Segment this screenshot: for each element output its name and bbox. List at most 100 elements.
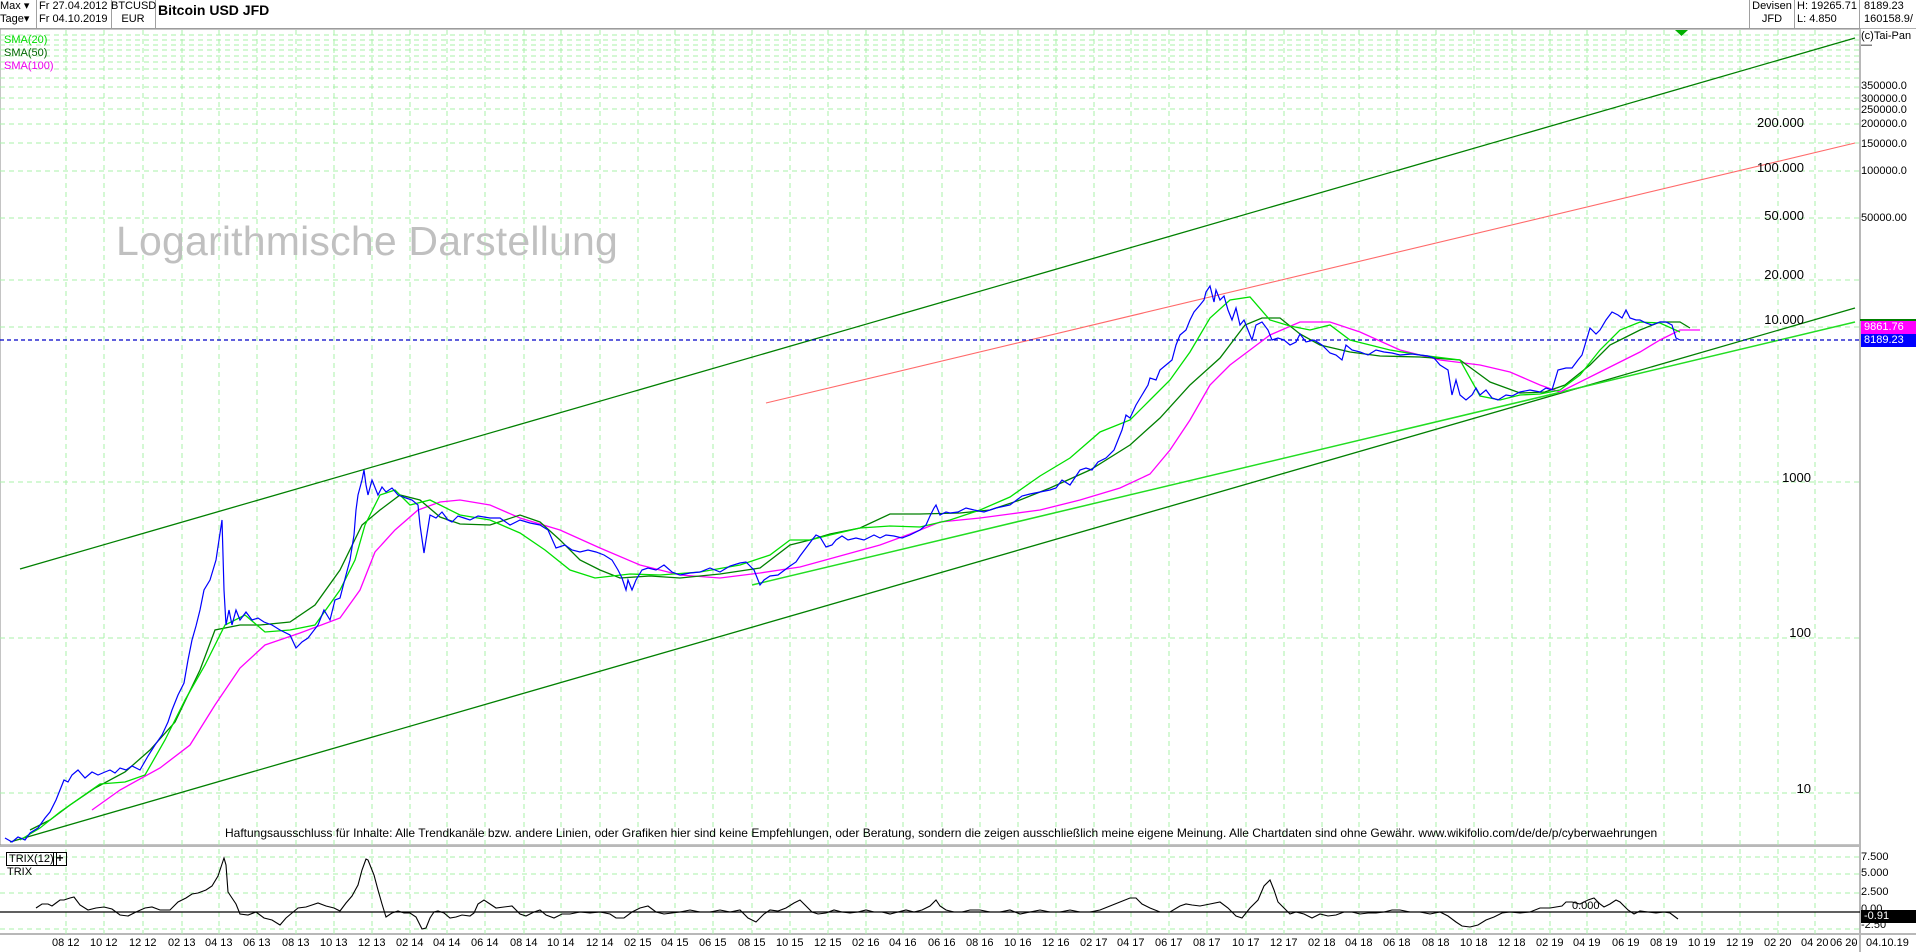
category-box: Devisen JFD bbox=[1749, 0, 1795, 28]
x-label: 10 19 bbox=[1688, 937, 1716, 949]
chevron-down-icon[interactable]: ▾ bbox=[23, 0, 30, 12]
trix-tick-7500: 7.500 bbox=[1861, 851, 1889, 863]
x-label: 02 13 bbox=[168, 937, 196, 949]
chevron-down-icon[interactable]: ▾ bbox=[23, 13, 30, 25]
inner-label-20000: 20.000 bbox=[1764, 267, 1804, 282]
symbol-box: BTCUSD EUR bbox=[111, 0, 156, 28]
new-high-marker-icon bbox=[1675, 30, 1688, 36]
sma-badge-top-border bbox=[1860, 319, 1916, 321]
add-indicator-button[interactable]: + bbox=[53, 852, 67, 866]
axis-max: 160158.9/ bbox=[1864, 13, 1913, 25]
axis-tick-50000: 50000.00 bbox=[1861, 212, 1907, 224]
x-label: 10 12 bbox=[90, 937, 118, 949]
axis-tick-300000: 300000.0 bbox=[1861, 93, 1907, 105]
x-label: 06 14 bbox=[471, 937, 499, 949]
x-axis-end-date: 04.10.19 bbox=[1866, 937, 1909, 949]
x-label: 12 19 bbox=[1726, 937, 1754, 949]
x-label: 12 12 bbox=[129, 937, 157, 949]
x-label: 06 18 bbox=[1383, 937, 1411, 949]
x-label: 12 15 bbox=[814, 937, 842, 949]
inner-label-200000: 200.000 bbox=[1757, 115, 1804, 130]
trix-value-badge: -0.91 bbox=[1861, 910, 1916, 923]
x-label-dash: - bbox=[1852, 937, 1856, 949]
x-label: 08 15 bbox=[738, 937, 766, 949]
trix-zero-label: 0.000 bbox=[1572, 900, 1600, 912]
trix-line bbox=[35, 856, 1679, 930]
x-label: 12 13 bbox=[358, 937, 386, 949]
x-label: 02 17 bbox=[1080, 937, 1108, 949]
legend-sma50[interactable]: SMA(50) bbox=[4, 47, 48, 59]
chart-title: Bitcoin USD JFD bbox=[158, 2, 270, 18]
period-select-value[interactable]: Tage bbox=[0, 13, 24, 25]
x-label: 12 16 bbox=[1042, 937, 1070, 949]
sma20-line bbox=[19, 296, 1681, 841]
date-from[interactable]: Fr 27.04.2012 bbox=[39, 0, 108, 12]
x-label: 06 19 bbox=[1612, 937, 1640, 949]
x-label: 02 20 bbox=[1764, 937, 1792, 949]
inner-label-10000: 10.000 bbox=[1764, 312, 1804, 327]
axis-tick-350000: 350000.0 bbox=[1861, 80, 1907, 92]
range-select[interactable]: Max ▾ bbox=[0, 0, 36, 13]
chart-header: Max ▾ Tage▾ Fr 27.04.2012 Fr 04.10.2019 … bbox=[0, 0, 1916, 29]
x-label: 02 19 bbox=[1536, 937, 1564, 949]
x-label: 04 17 bbox=[1117, 937, 1145, 949]
x-label: 04 14 bbox=[433, 937, 461, 949]
trix-tick-2500: 2.500 bbox=[1861, 886, 1889, 898]
x-label: 02 14 bbox=[396, 937, 424, 949]
x-label: 12 14 bbox=[586, 937, 614, 949]
price-line bbox=[4, 284, 1681, 843]
x-label: 10 13 bbox=[320, 937, 348, 949]
inner-label-100000: 100.000 bbox=[1757, 160, 1804, 175]
x-label: 10 17 bbox=[1232, 937, 1260, 949]
x-label: 08 16 bbox=[966, 937, 994, 949]
price-value-badge: 8189.23 bbox=[1861, 334, 1916, 347]
x-label: 08 13 bbox=[282, 937, 310, 949]
lower-channel-line bbox=[9, 307, 1856, 843]
trix-tick-5000: 5.000 bbox=[1861, 867, 1889, 879]
support-line bbox=[751, 321, 1856, 586]
x-label: 08 12 bbox=[52, 937, 80, 949]
x-label: 10 14 bbox=[547, 937, 575, 949]
legend-sma20[interactable]: SMA(20) bbox=[4, 34, 48, 46]
x-label: 06 15 bbox=[699, 937, 727, 949]
sma100-line bbox=[91, 321, 1700, 811]
inner-label-1000: 1000 bbox=[1782, 470, 1811, 485]
trix-indicator-box[interactable]: TRIX(12) bbox=[6, 852, 57, 866]
axis-tick-250000: 250000.0 bbox=[1861, 104, 1907, 116]
date-to[interactable]: Fr 04.10.2019 bbox=[39, 13, 108, 25]
trix-label: TRIX bbox=[7, 866, 33, 878]
x-label: 06 17 bbox=[1155, 937, 1183, 949]
last-price-box: 8189.23 160158.9/ bbox=[1862, 0, 1916, 28]
inner-label-10: 10 bbox=[1796, 781, 1811, 796]
x-label: 04 13 bbox=[205, 937, 233, 949]
x-label: 04 19 bbox=[1573, 937, 1601, 949]
high-value: H: 19265.71 bbox=[1797, 0, 1857, 12]
trix-grid bbox=[0, 856, 1860, 930]
last-price: 8189.23 bbox=[1864, 0, 1904, 12]
x-label: 04 16 bbox=[889, 937, 917, 949]
sma100-value-badge: 9861.76 bbox=[1861, 321, 1916, 334]
x-label: 02 16 bbox=[852, 937, 880, 949]
period-select[interactable]: Tage▾ bbox=[0, 13, 36, 26]
resistance-line bbox=[765, 142, 1856, 404]
x-label: 10 16 bbox=[1004, 937, 1032, 949]
x-label: 10 18 bbox=[1460, 937, 1488, 949]
x-label: 04 18 bbox=[1345, 937, 1373, 949]
copyright-label: (c)Tai-Pan bbox=[1861, 30, 1912, 42]
legend-sma100[interactable]: SMA(100) bbox=[4, 60, 54, 72]
compressed-axis-ticks: — bbox=[1861, 39, 1872, 51]
range-select-value[interactable]: Max bbox=[0, 0, 21, 12]
x-label: 08 18 bbox=[1422, 937, 1450, 949]
currency: EUR bbox=[121, 13, 145, 25]
x-label: 06 20 bbox=[1830, 937, 1858, 949]
sma50-line bbox=[29, 317, 1691, 831]
symbol: BTCUSD bbox=[111, 0, 157, 12]
inner-label-50000: 50.000 bbox=[1764, 208, 1804, 223]
x-label: 02 18 bbox=[1308, 937, 1336, 949]
x-label: 02 15 bbox=[624, 937, 652, 949]
x-label: 06 13 bbox=[243, 937, 271, 949]
axis-tick-150000: 150000.0 bbox=[1861, 138, 1907, 150]
low-value: L: 4.850 bbox=[1797, 13, 1837, 25]
x-label: 08 19 bbox=[1650, 937, 1678, 949]
